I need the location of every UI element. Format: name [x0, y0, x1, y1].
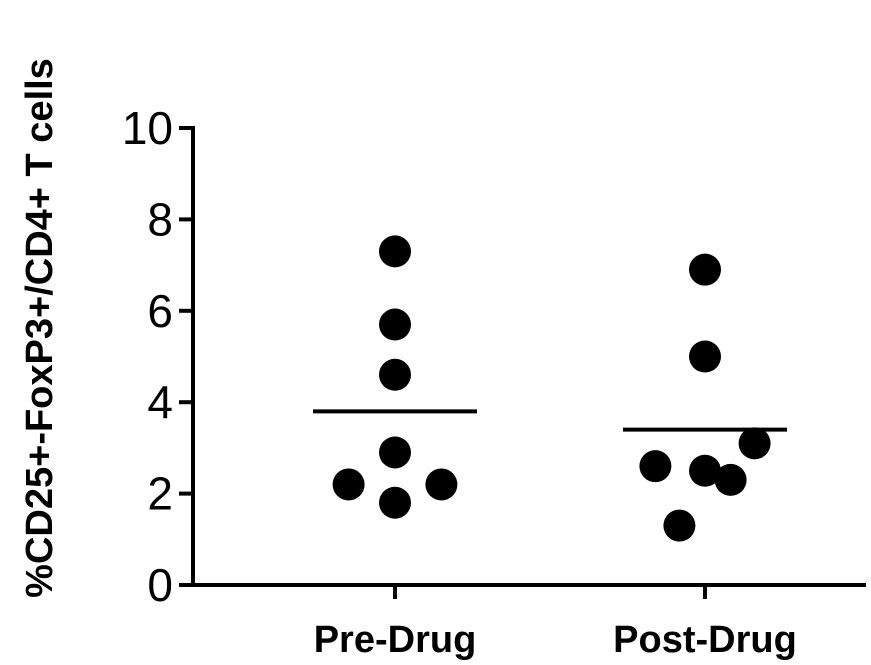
- x-tick-label: Pre-Drug: [314, 619, 477, 661]
- data-point: [379, 486, 411, 519]
- x-tick-label: Post-Drug: [613, 619, 797, 661]
- data-point: [689, 253, 721, 286]
- y-tick-label: 6: [147, 285, 173, 337]
- data-point: [714, 463, 747, 496]
- data-point: [379, 436, 411, 469]
- axes: 0 2 4 6 8 10 Pre-Drug Post-Drug: [122, 102, 866, 661]
- y-tick-label: 2: [147, 468, 173, 520]
- y-axis-label: %CD25+-FoxP3+/CD4+ T cells: [19, 58, 61, 598]
- data-point: [639, 450, 672, 483]
- plot-marks: [313, 235, 787, 542]
- y-tick-label: 10: [122, 102, 173, 154]
- data-point: [663, 509, 696, 542]
- y-tick-label: 8: [147, 193, 173, 245]
- data-point: [379, 235, 411, 268]
- data-point: [379, 308, 411, 341]
- data-point: [379, 358, 411, 391]
- data-point: [332, 468, 365, 501]
- data-point: [425, 468, 458, 501]
- data-point: [738, 427, 771, 460]
- data-point: [689, 454, 721, 487]
- y-tick-label: 4: [147, 376, 173, 428]
- data-point: [689, 340, 721, 373]
- y-tick-label: 0: [147, 559, 173, 611]
